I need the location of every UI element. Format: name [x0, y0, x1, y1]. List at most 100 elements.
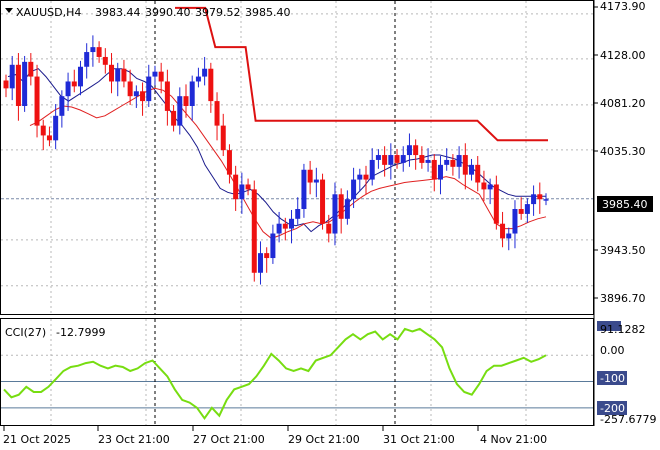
candle-body: [202, 68, 208, 77]
candle-body: [524, 204, 530, 214]
symbol-label: XAUUSD,H4: [16, 6, 81, 19]
candle-body: [102, 56, 108, 65]
candle-body: [344, 199, 350, 219]
candle-body: [301, 169, 307, 209]
candle-body: [84, 52, 90, 67]
time-axis: 21 Oct 2025 23 Oct 21:00 27 Oct 21:00 29…: [3, 426, 547, 446]
candle-body: [388, 155, 394, 165]
candle-body: [71, 81, 77, 87]
current-price-tag: [597, 196, 653, 212]
time-label: 29 Oct 21:00: [288, 433, 360, 446]
candle-body: [109, 64, 115, 82]
candle-body: [226, 150, 232, 175]
candle-body: [195, 76, 201, 82]
candle-body: [183, 96, 189, 106]
stop-line-path: [175, 6, 548, 142]
candle-body: [307, 169, 313, 183]
candle-body: [289, 218, 295, 229]
candle-body: [164, 81, 170, 111]
close-value: 3985.40: [245, 6, 291, 19]
candle-body: [133, 91, 139, 97]
candle-body: [264, 253, 270, 259]
candle-body: [65, 81, 71, 97]
cci-tick: -257.6779: [600, 413, 656, 426]
candle-body: [419, 155, 425, 163]
cci-name: CCI(27): [5, 326, 46, 339]
cci-path: [3, 327, 547, 421]
price-tick: 4128.00: [600, 49, 646, 62]
candle-body: [487, 184, 493, 190]
candle-body: [40, 125, 46, 136]
dropdown-triangle-icon[interactable]: [5, 8, 13, 13]
candle-body: [140, 91, 146, 102]
candle-body: [220, 125, 226, 151]
cci-line: [3, 327, 547, 421]
time-label: 31 Oct 21:00: [383, 433, 455, 446]
price-tick: 4081.20: [600, 97, 646, 110]
ma-fast-line: [7, 68, 546, 233]
cci-tick: 0.00: [600, 344, 625, 357]
candle-body: [158, 71, 164, 82]
candle-body: [233, 174, 239, 200]
candle-body: [251, 189, 257, 273]
ma-slow-line: [29, 87, 547, 239]
candle-body: [121, 68, 127, 82]
candle-body: [425, 159, 431, 163]
candle-body: [338, 194, 344, 219]
candle-body: [444, 159, 450, 165]
candle-body: [152, 71, 158, 77]
grid-lines: [1, 1, 593, 425]
candle-body: [313, 179, 319, 183]
candle-body: [512, 209, 518, 234]
current-price-label: 3985.40: [602, 198, 648, 211]
candle-body: [531, 194, 537, 205]
cci-tick: -100: [600, 372, 625, 385]
cci-100-tag: [597, 371, 627, 385]
candle-body: [543, 199, 549, 201]
candle-body: [28, 61, 34, 77]
candle-body: [146, 76, 152, 102]
candle-body: [382, 155, 388, 165]
candle-body: [450, 159, 456, 167]
candle-body: [282, 223, 288, 229]
candle-body: [375, 155, 381, 160]
candle-body: [90, 47, 96, 53]
candle-body: [431, 159, 437, 180]
candle-body: [320, 179, 326, 224]
candle-body: [22, 61, 28, 106]
cci-max-tag: [597, 321, 621, 331]
candle-body: [46, 135, 52, 141]
price-tick: 3896.70: [600, 292, 646, 305]
candle-body: [363, 174, 369, 180]
candle-body: [276, 223, 282, 234]
candle-body: [177, 96, 183, 126]
candle-body: [518, 209, 524, 214]
candle-body: [456, 155, 462, 167]
candle-body: [239, 184, 245, 200]
candle-body: [96, 47, 102, 57]
candlesticks: [3, 35, 549, 285]
candle-body: [332, 194, 338, 234]
high-value: 3990.40: [145, 6, 191, 19]
time-label: 27 Oct 21:00: [193, 433, 265, 446]
candle-body: [171, 110, 177, 126]
cci-tick: 91.1282: [600, 323, 646, 336]
price-axis: 4173.90 4128.00 4081.20 4035.30 3943.50 …: [594, 0, 653, 305]
candle-body: [357, 174, 363, 180]
candle-body: [394, 155, 400, 163]
trailing-stop-line: [175, 6, 548, 142]
price-panel: [0, 0, 594, 315]
candle-body: [189, 81, 195, 106]
candle-body: [500, 223, 506, 239]
candle-body: [493, 184, 499, 224]
candle-body: [351, 179, 357, 200]
candle-body: [59, 96, 65, 116]
cci-axis: 91.1282 0.00 -100 -200 -257.6779: [597, 321, 656, 426]
price-tick: 4173.90: [600, 0, 646, 13]
candle-body: [208, 68, 214, 102]
candle-body: [53, 115, 59, 141]
candle-body: [9, 64, 15, 89]
candle-body: [462, 155, 468, 175]
candle-body: [257, 253, 263, 273]
